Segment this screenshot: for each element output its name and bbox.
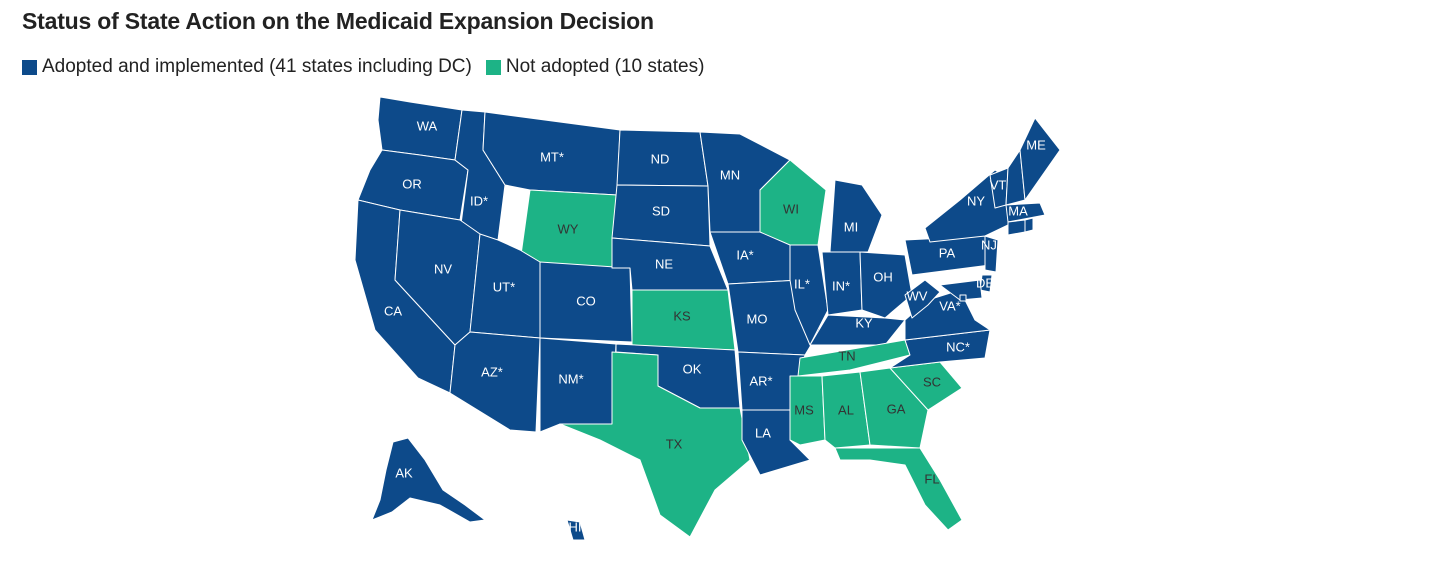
state-label-ma: MA — [1008, 203, 1028, 218]
state-ga[interactable] — [859, 367, 929, 449]
state-me[interactable] — [1019, 117, 1061, 201]
state-label-co: CO — [576, 293, 596, 308]
legend-item-adopted: Adopted and implemented (41 states inclu… — [22, 56, 472, 78]
state-label-nc: NC* — [946, 339, 970, 354]
state-label-nm: NM* — [558, 371, 583, 386]
legend-swatch-adopted — [22, 59, 37, 75]
map-title: Status of State Action on the Medicaid E… — [22, 8, 654, 34]
state-label-nv: NV — [434, 261, 452, 276]
state-label-tx: TX — [666, 436, 683, 451]
state-label-nj: NJ — [981, 237, 997, 252]
state-tx[interactable] — [559, 351, 751, 538]
state-label-pa: PA — [939, 245, 956, 260]
state-label-nd: ND — [651, 151, 670, 166]
state-oh[interactable] — [859, 251, 913, 319]
state-label-al: AL — [838, 402, 854, 417]
legend: Adopted and implemented (41 states inclu… — [22, 56, 718, 78]
state-label-ky: KY — [855, 315, 873, 330]
state-label-ar: AR* — [749, 373, 772, 388]
state-label-or: OR — [402, 176, 422, 191]
state-ri[interactable] — [1024, 217, 1034, 233]
state-nj[interactable] — [984, 235, 999, 273]
state-ms[interactable] — [789, 375, 826, 446]
state-wv[interactable] — [904, 279, 941, 319]
state-label-ms: MS — [794, 402, 814, 417]
states-layer — [354, 96, 1061, 541]
state-md[interactable] — [939, 279, 983, 301]
state-label-la: LA — [755, 425, 771, 440]
state-al[interactable] — [821, 371, 871, 449]
state-ma[interactable] — [1005, 202, 1046, 223]
state-label-ks: KS — [673, 308, 691, 323]
state-label-in: IN* — [832, 278, 850, 293]
state-label-mi: MI — [844, 219, 858, 234]
state-label-de: DE — [976, 275, 994, 290]
legend-swatch-not-adopted — [485, 59, 501, 75]
state-hi[interactable] — [566, 519, 586, 541]
state-label-sd: SD — [652, 203, 670, 218]
state-label-wv: WV — [907, 288, 928, 303]
state-fl[interactable] — [834, 447, 963, 531]
state-label-ne: NE — [655, 256, 673, 271]
state-labels-layer: WA OR CA ID* NV MT* WY UT* AZ* CO NM* ND SD NE KS OK TX M… — [384, 118, 1046, 534]
state-label-fl: FL — [924, 471, 939, 486]
state-label-hi: HI — [569, 519, 582, 534]
state-label-ak: AK — [395, 465, 413, 480]
state-label-vt: VT — [990, 177, 1007, 192]
state-label-ok: OK — [683, 361, 702, 376]
state-label-mt: MT* — [540, 149, 564, 164]
state-label-ia: IA* — [736, 247, 753, 262]
state-label-az: AZ* — [481, 364, 503, 379]
state-label-oh: OH — [873, 269, 893, 284]
legend-label-not-adopted: Not adopted (10 states) — [505, 56, 705, 77]
state-label-sc: SC — [923, 374, 941, 389]
state-az[interactable] — [449, 331, 541, 433]
state-label-il: IL* — [794, 276, 810, 291]
state-label-tn: TN — [838, 348, 855, 363]
state-ky[interactable] — [809, 314, 906, 346]
legend-label-adopted: Adopted and implemented (41 states inclu… — [42, 56, 472, 77]
state-label-va: VA* — [939, 298, 960, 313]
state-dc[interactable] — [959, 294, 967, 302]
legend-item-not-adopted: Not adopted (10 states) — [485, 56, 705, 78]
state-label-ut: UT* — [493, 279, 515, 294]
state-label-me: ME — [1026, 137, 1046, 152]
state-label-wi: WI — [783, 201, 799, 216]
state-mi[interactable] — [829, 179, 883, 253]
state-label-wa: WA — [417, 118, 438, 133]
state-label-ny: NY — [967, 193, 985, 208]
state-label-wy: WY — [558, 221, 579, 236]
state-label-mo: MO — [747, 311, 768, 326]
state-label-ca: CA — [384, 303, 402, 318]
state-label-mn: MN — [720, 167, 740, 182]
state-ct[interactable] — [1007, 219, 1026, 236]
state-tn[interactable] — [797, 339, 911, 377]
state-label-id: ID* — [470, 193, 488, 208]
state-ak[interactable] — [371, 437, 486, 523]
state-label-ga: GA — [887, 401, 906, 416]
